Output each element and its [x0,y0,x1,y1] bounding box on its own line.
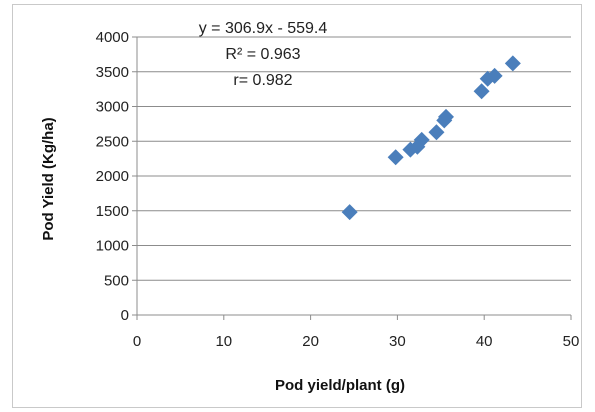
y-tick-label-500: 500 [104,272,129,289]
x-tick-label-0: 0 [133,333,141,350]
data-point-11 [504,55,521,72]
x-axis-label: Pod yield/plant (g) [275,377,405,394]
equation-annotations: y = 306.9x - 559.4 R² = 0.963 r= 0.982 [199,20,328,89]
y-tick-label-0: 0 [121,307,129,324]
annotation-1: R² = 0.963 [225,46,300,63]
data-points [341,55,521,221]
data-point-7 [438,108,455,125]
y-axis-ticks: 0 500 1000 1500 2000 2500 3000 3500 4000 [96,29,129,324]
y-tick-label-1500: 1500 [96,203,129,220]
chart-frame: 0 500 1000 1500 2000 2500 3000 3500 4000 0 10 20 30… [12,4,582,408]
data-point-4 [413,131,430,148]
y-axis-label: Pod Yield (Kg/ha) [40,117,57,240]
annotation-0: y = 306.9x - 559.4 [199,20,328,37]
y-tick-label-2000: 2000 [96,168,129,185]
x-tick-label-30: 30 [389,333,406,350]
x-tick-label-50: 50 [563,333,580,350]
data-point-1 [387,149,404,166]
y-tick-label-3000: 3000 [96,99,129,116]
x-tick-label-40: 40 [476,333,493,350]
x-axis-ticks: 0 10 20 30 40 50 [133,333,580,350]
scatter-chart: 0 500 1000 1500 2000 2500 3000 3500 4000 0 10 20 30… [40,20,580,394]
y-tick-label-2500: 2500 [96,133,129,150]
gridlines [137,36,571,281]
x-tick-label-10: 10 [215,333,232,350]
axes [132,36,572,320]
x-tick-label-20: 20 [302,333,319,350]
data-point-5 [428,124,445,141]
y-tick-label-1000: 1000 [96,238,129,255]
y-tick-label-3500: 3500 [96,64,129,81]
data-point-10 [486,67,503,84]
y-tick-label-4000: 4000 [96,29,129,46]
data-point-0 [341,204,358,221]
data-point-8 [473,83,490,100]
annotation-2: r= 0.982 [233,72,292,89]
